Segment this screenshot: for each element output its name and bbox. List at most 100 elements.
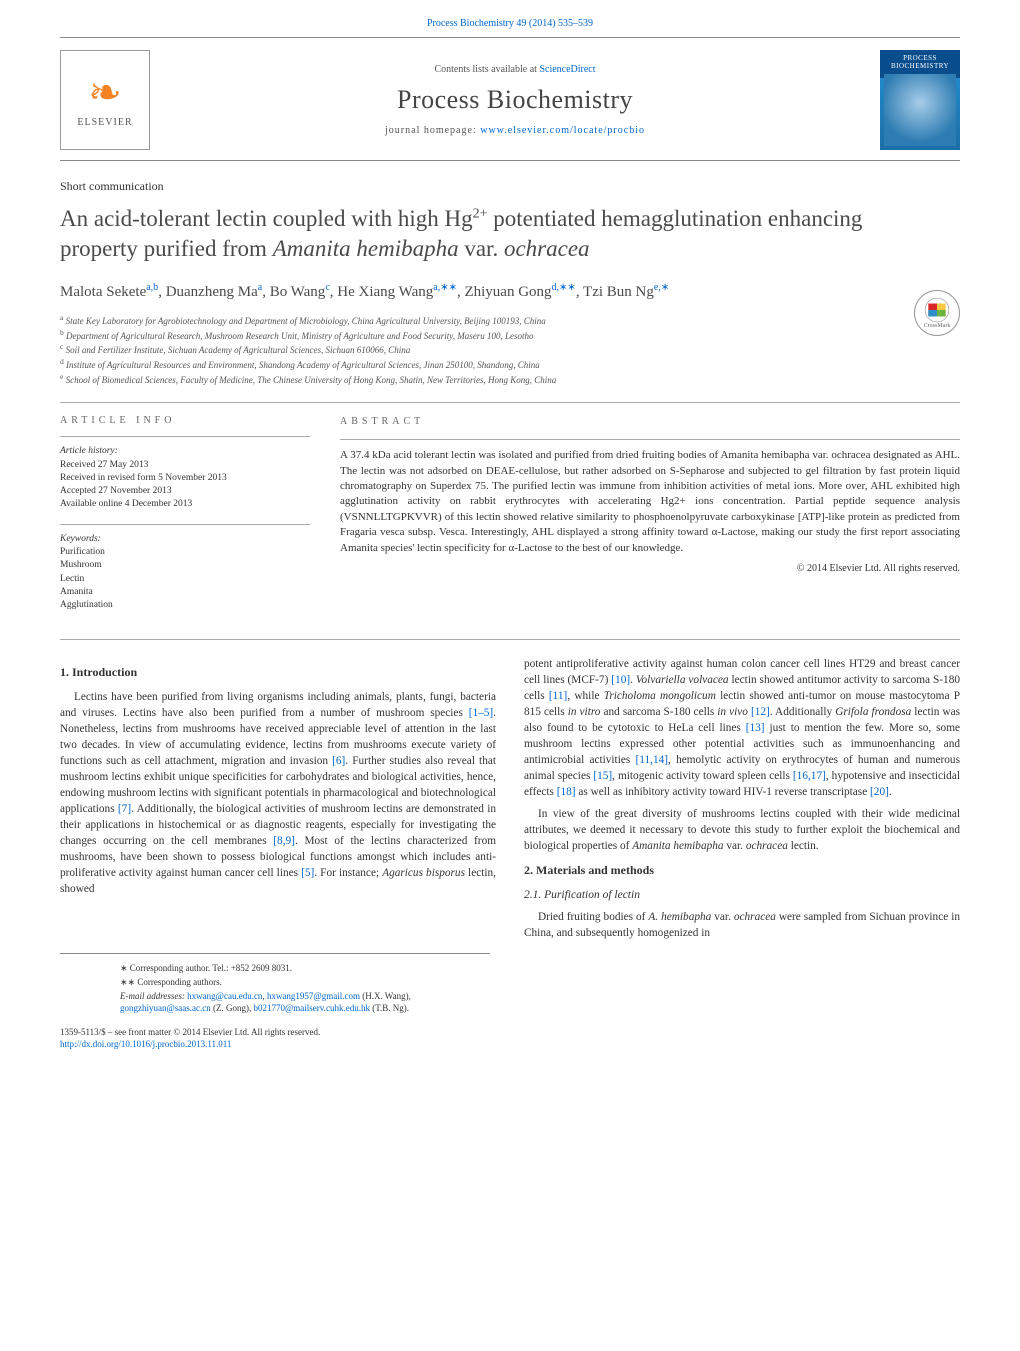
article-history: Article history: Received 27 May 2013 Re… <box>60 445 310 511</box>
revised-date: Received in revised form 5 November 2013 <box>60 472 310 485</box>
keyword: Agglutination <box>60 599 310 612</box>
ref-link[interactable]: [6] <box>332 755 345 767</box>
affiliation: c Soil and Fertilizer Institute, Sichuan… <box>60 342 960 357</box>
methods-sub1: 2.1. Purification of lectin <box>524 887 960 903</box>
crossmark-icon <box>924 297 950 323</box>
keyword: Purification <box>60 546 310 559</box>
author: Duanzheng Maa <box>166 284 263 300</box>
page-footer: 1359-5113/$ – see front matter © 2014 El… <box>0 1016 1020 1051</box>
corresponding-footnotes: ∗ Corresponding author. Tel.: +852 2609 … <box>60 953 490 1014</box>
homepage-label: journal homepage: <box>385 125 480 136</box>
ref-link[interactable]: [7] <box>118 803 131 815</box>
journal-cover-thumbnail[interactable]: PROCESS BIOCHEMISTRY <box>880 50 960 150</box>
info-abstract-row: ARTICLE INFO Article history: Received 2… <box>0 409 1020 632</box>
author: Zhiyuan Gongd,∗∗ <box>464 284 575 300</box>
divider <box>60 639 960 640</box>
running-header: Process Biochemistry 49 (2014) 535–539 <box>0 0 1020 37</box>
author-list: Malota Seketea,b, Duanzheng Maa, Bo Wang… <box>0 276 1020 314</box>
intro-heading: 1. Introduction <box>60 664 496 681</box>
title-varname: ochracea <box>504 236 590 261</box>
affiliation: b Department of Agricultural Research, M… <box>60 328 960 343</box>
footer-copyright: 1359-5113/$ – see front matter © 2014 El… <box>60 1026 960 1039</box>
journal-title: Process Biochemistry <box>150 85 880 115</box>
crossmark-badge[interactable]: CrossMark <box>914 290 960 336</box>
intro-p2: potent antiproliferative activity agains… <box>524 656 960 800</box>
masthead-center: Contents lists available at ScienceDirec… <box>150 64 880 136</box>
cover-image <box>884 74 956 146</box>
right-column: potent antiproliferative activity agains… <box>524 656 960 948</box>
email-link[interactable]: hxwang@cau.edu.cn <box>187 991 262 1001</box>
author: Tzi Bun Nge,∗ <box>583 284 669 300</box>
affiliation: d Institute of Agricultural Resources an… <box>60 357 960 372</box>
ref-link[interactable]: [5] <box>301 867 314 879</box>
divider <box>60 524 310 525</box>
author: He Xiang Wanga,∗∗ <box>337 284 457 300</box>
abstract: ABSTRACT A 37.4 kDa acid tolerant lectin… <box>340 415 960 624</box>
title-var: var. <box>459 236 504 261</box>
ref-link[interactable]: [10] <box>611 674 630 686</box>
keywords-label: Keywords: <box>60 533 310 546</box>
divider <box>340 439 960 440</box>
accepted-date: Accepted 27 November 2013 <box>60 485 310 498</box>
contents-text: Contents lists available at <box>434 64 539 75</box>
homepage-link[interactable]: www.elsevier.com/locate/procbio <box>480 125 645 136</box>
divider <box>60 402 960 403</box>
abstract-heading: ABSTRACT <box>340 415 960 429</box>
sciencedirect-link[interactable]: ScienceDirect <box>539 64 595 75</box>
body-columns: 1. Introduction Lectins have been purifi… <box>0 646 1020 948</box>
email-link[interactable]: hxwang1957@gmail.com <box>267 991 360 1001</box>
journal-homepage-line: journal homepage: www.elsevier.com/locat… <box>150 125 880 136</box>
keyword: Amanita <box>60 586 310 599</box>
citation-link[interactable]: Process Biochemistry 49 (2014) 535–539 <box>427 18 593 29</box>
emails-label: E-mail addresses: <box>120 991 187 1001</box>
elsevier-logo[interactable]: ❧ ELSEVIER <box>60 50 150 150</box>
methods-heading: 2. Materials and methods <box>524 862 960 879</box>
online-date: Available online 4 December 2013 <box>60 498 310 511</box>
footnote-star: ∗ Corresponding author. Tel.: +852 2609 … <box>120 962 430 975</box>
received-date: Received 27 May 2013 <box>60 459 310 472</box>
history-label: Article history: <box>60 445 310 458</box>
affiliation: a State Key Laboratory for Agrobiotechno… <box>60 313 960 328</box>
ref-link[interactable]: [13] <box>746 722 765 734</box>
masthead: ❧ ELSEVIER Contents lists available at S… <box>0 38 1020 160</box>
ref-link[interactable]: [8,9] <box>273 835 295 847</box>
contents-available-line: Contents lists available at ScienceDirec… <box>150 64 880 75</box>
doi-link[interactable]: http://dx.doi.org/10.1016/j.procbio.2013… <box>60 1039 231 1049</box>
ref-link[interactable]: [15] <box>593 770 612 782</box>
left-column: 1. Introduction Lectins have been purifi… <box>60 656 496 948</box>
abstract-text: A 37.4 kDa acid tolerant lectin was isol… <box>340 448 960 556</box>
email-link[interactable]: gongzhiyuan@saas.ac.cn <box>120 1003 211 1013</box>
affiliation: e School of Biomedical Sciences, Faculty… <box>60 372 960 387</box>
title-part1: An acid-tolerant lectin coupled with hig… <box>60 206 473 231</box>
ref-link[interactable]: [20] <box>870 786 889 798</box>
ref-link[interactable]: [11,14] <box>636 754 669 766</box>
intro-p1: Lectins have been purified from living o… <box>60 689 496 897</box>
footnote-emails: E-mail addresses: hxwang@cau.edu.cn, hxw… <box>120 990 430 1015</box>
divider <box>60 436 310 437</box>
ref-link[interactable]: [1–5] <box>469 707 493 719</box>
elsevier-tree-icon: ❧ <box>88 73 122 113</box>
intro-p3: In view of the great diversity of mushro… <box>524 806 960 854</box>
article-info-heading: ARTICLE INFO <box>60 415 310 426</box>
affiliation-list: a State Key Laboratory for Agrobiotechno… <box>0 313 1020 396</box>
ref-link[interactable]: [12] <box>751 706 770 718</box>
title-sup: 2+ <box>473 206 488 221</box>
keyword: Lectin <box>60 573 310 586</box>
ref-link[interactable]: [18] <box>557 786 576 798</box>
article-type: Short communication <box>0 161 1020 198</box>
abstract-copyright: © 2014 Elsevier Ltd. All rights reserved… <box>340 562 960 576</box>
author: Malota Seketea,b <box>60 284 158 300</box>
crossmark-label: CrossMark <box>924 323 951 329</box>
keywords-block: Keywords: Purification Mushroom Lectin A… <box>60 533 310 613</box>
cover-title: PROCESS BIOCHEMISTRY <box>884 54 956 70</box>
keyword: Mushroom <box>60 559 310 572</box>
ref-link[interactable]: [11] <box>549 690 567 702</box>
methods-p1: Dried fruiting bodies of A. hemibapha va… <box>524 909 960 941</box>
article-info: ARTICLE INFO Article history: Received 2… <box>60 415 310 624</box>
title-species: Amanita hemibapha <box>273 236 459 261</box>
footnote-dstar: ∗∗ Corresponding authors. <box>120 976 430 989</box>
ref-link[interactable]: [16,17] <box>793 770 826 782</box>
article-title: An acid-tolerant lectin coupled with hig… <box>0 198 1020 276</box>
email-link[interactable]: b021770@mailserv.cuhk.edu.hk <box>254 1003 370 1013</box>
author: Bo Wangc <box>270 284 330 300</box>
